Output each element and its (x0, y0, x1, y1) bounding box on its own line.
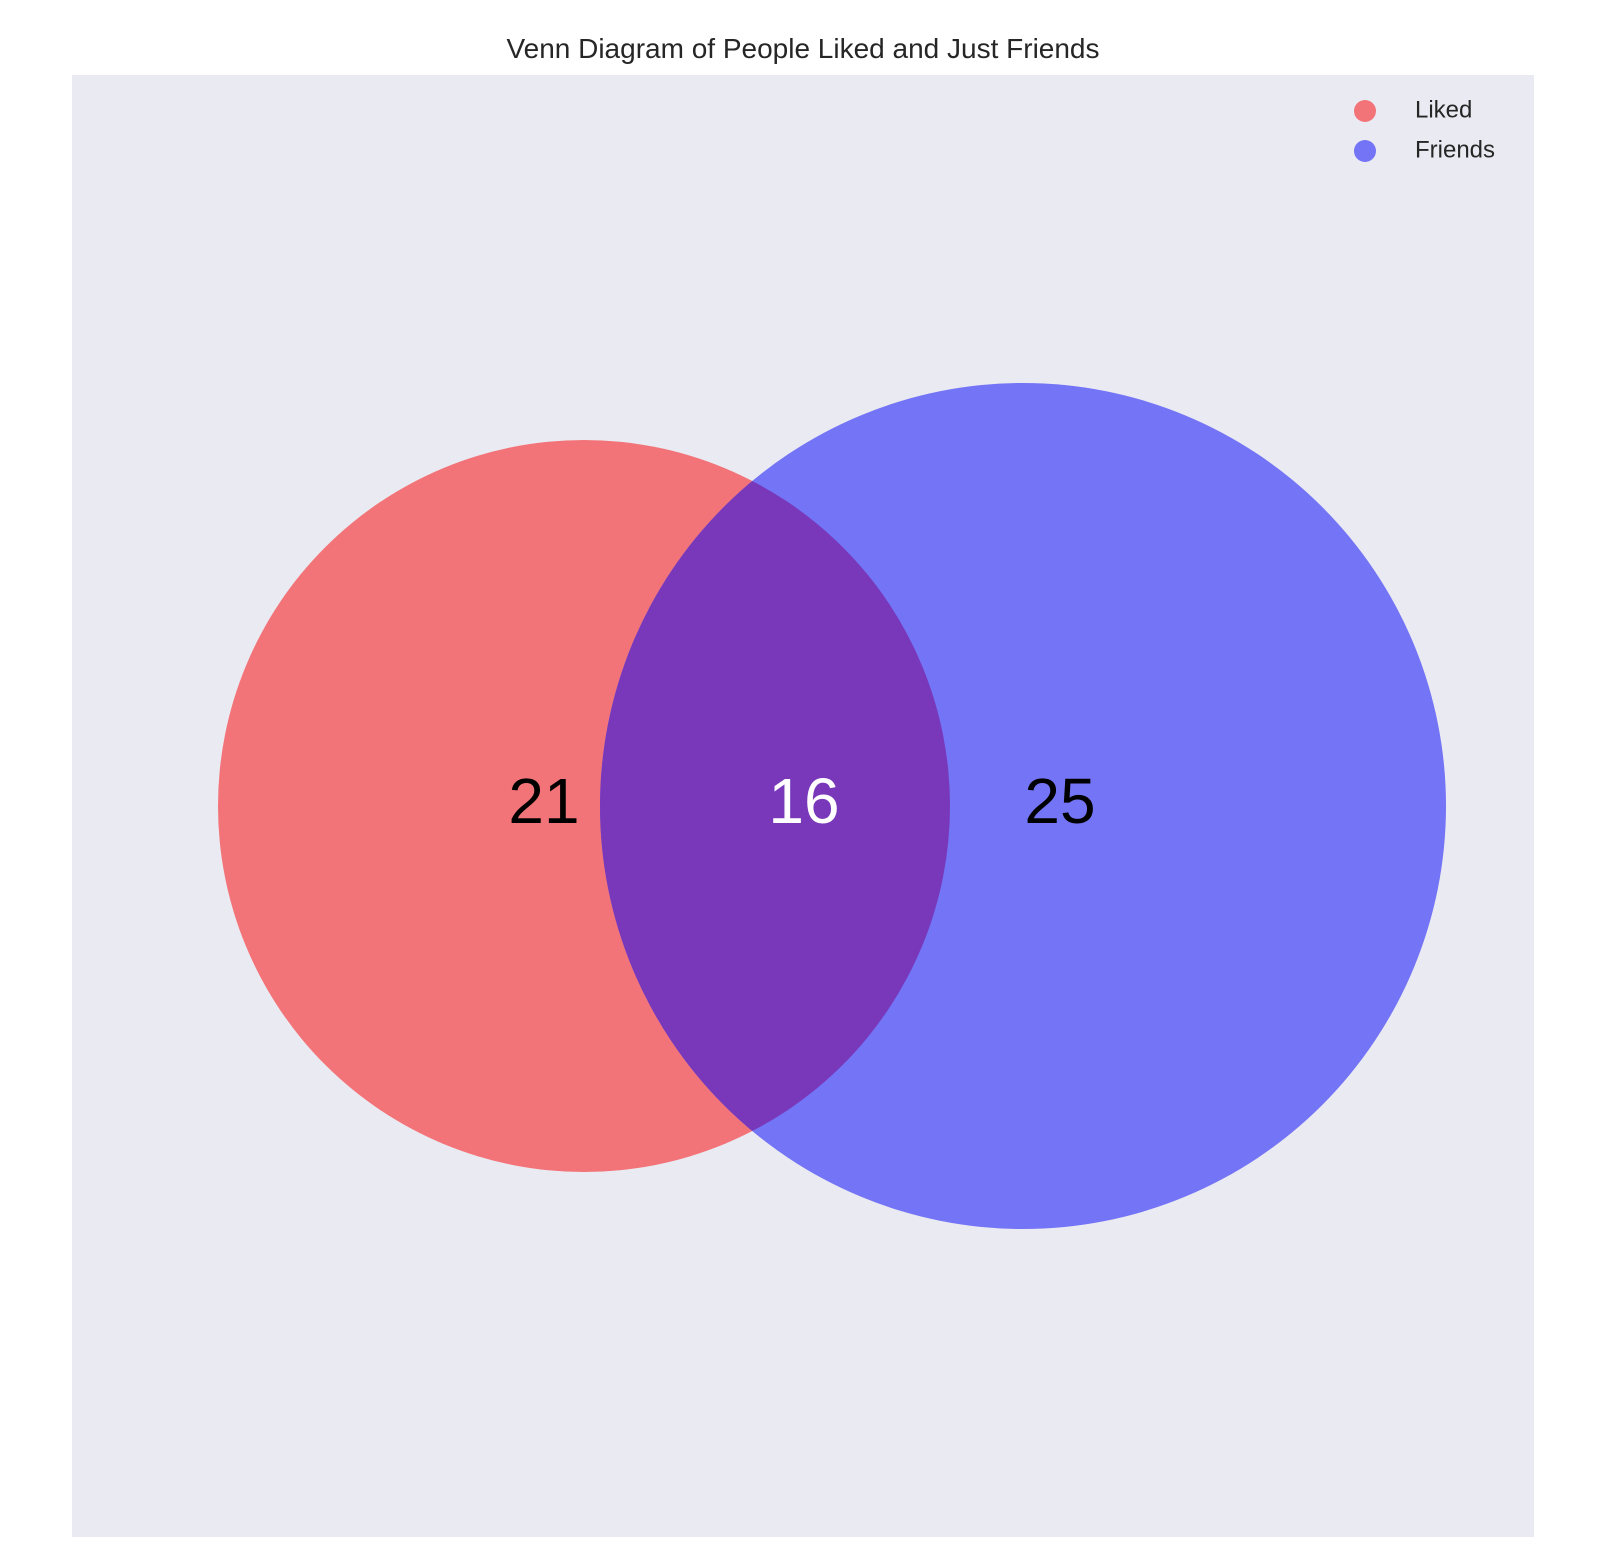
chart-title: Venn Diagram of People Liked and Just Fr… (506, 33, 1099, 64)
liked-only-count: 21 (508, 765, 579, 837)
legend: Liked Friends (1354, 96, 1495, 163)
legend-marker-liked (1354, 100, 1376, 122)
legend-label-friends: Friends (1415, 136, 1495, 163)
friends-only-count: 25 (1024, 765, 1095, 837)
intersection-region (600, 440, 950, 1172)
intersection-count: 16 (768, 765, 839, 837)
legend-label-liked: Liked (1415, 96, 1472, 123)
legend-marker-friends (1354, 140, 1376, 162)
